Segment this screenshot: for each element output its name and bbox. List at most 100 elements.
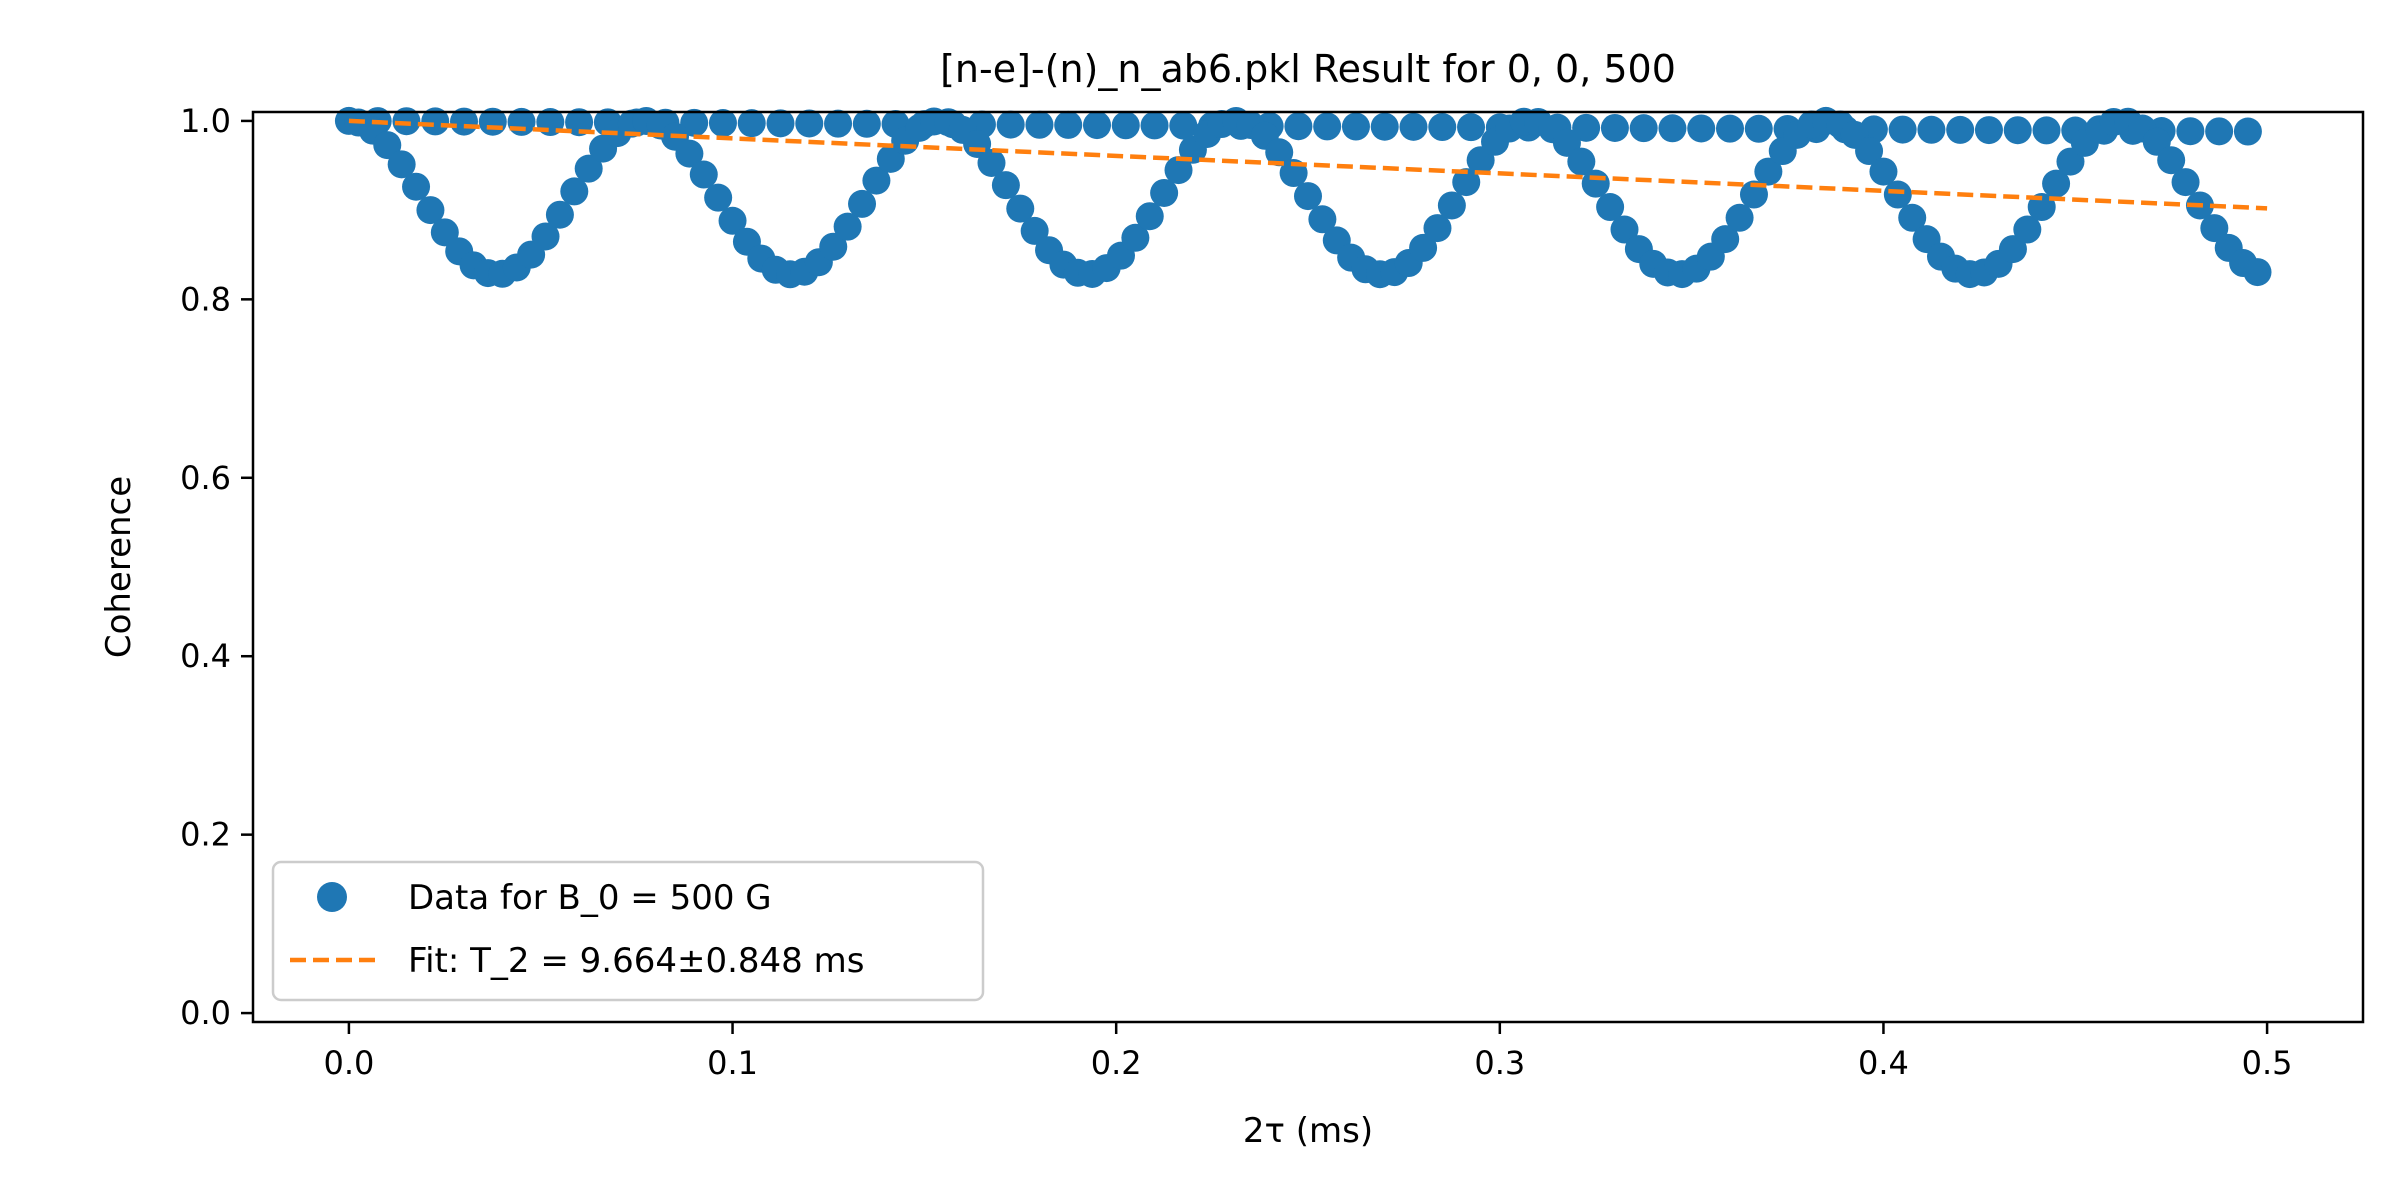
y-tick-label: 0.6 xyxy=(180,459,231,497)
data-point xyxy=(1150,178,1179,207)
data-point xyxy=(1596,193,1625,222)
data-point xyxy=(421,107,450,136)
x-tick-label: 0.5 xyxy=(2242,1044,2293,1082)
data-point xyxy=(1744,114,1773,143)
data-point xyxy=(675,139,704,168)
data-point xyxy=(387,150,416,179)
data-point xyxy=(1457,113,1486,142)
data-point xyxy=(1437,191,1466,220)
data-point xyxy=(824,109,853,138)
data-point xyxy=(392,107,421,136)
data-point xyxy=(1883,180,1912,209)
data-point xyxy=(2003,116,2032,145)
data-point xyxy=(1164,156,1193,185)
data-point xyxy=(1423,214,1452,243)
data-point xyxy=(852,109,881,138)
data-point xyxy=(1308,205,1337,234)
x-tick-label: 0.1 xyxy=(707,1044,758,1082)
legend-box xyxy=(271,860,985,1002)
data-point xyxy=(1869,157,1898,186)
y-axis-label: Coherence xyxy=(99,476,139,658)
y-tick-label: 0.8 xyxy=(180,280,231,318)
data-point xyxy=(1409,233,1438,262)
data-point xyxy=(545,200,574,229)
data-point xyxy=(1169,111,1198,140)
data-point xyxy=(819,232,848,261)
data-point xyxy=(1111,111,1140,140)
data-point xyxy=(708,109,737,138)
data-point xyxy=(1054,110,1083,139)
data-point xyxy=(1370,112,1399,141)
data-point xyxy=(1898,203,1927,232)
data-point xyxy=(2205,117,2234,146)
chart-title: [n-e]-(n)_n_ab6.pkl Result for 0, 0, 500 xyxy=(940,47,1676,91)
plot-area xyxy=(334,106,2272,289)
data-point xyxy=(1974,116,2003,145)
data-point xyxy=(1572,113,1601,142)
data-point xyxy=(2243,258,2272,287)
data-point xyxy=(1567,147,1596,176)
data-point xyxy=(795,109,824,138)
data-point xyxy=(1399,112,1428,141)
data-point xyxy=(766,109,795,138)
data-point xyxy=(1998,235,2027,264)
data-point xyxy=(1121,223,1150,252)
data-point xyxy=(704,183,733,212)
data-point xyxy=(1917,115,1946,144)
data-point xyxy=(848,189,877,218)
data-point xyxy=(373,131,402,160)
data-point xyxy=(977,148,1006,177)
data-point xyxy=(996,110,1025,139)
data-point xyxy=(1284,112,1313,141)
x-tick-label: 0.3 xyxy=(1474,1044,1525,1082)
y-axis: 0.0 0.2 0.4 0.6 0.8 1.0 xyxy=(180,102,253,1032)
data-point xyxy=(1006,194,1035,223)
data-point xyxy=(531,222,560,251)
data-point xyxy=(1265,138,1294,167)
data-point xyxy=(574,154,603,183)
data-point xyxy=(1658,114,1687,143)
data-point xyxy=(430,218,459,247)
data-point xyxy=(1725,203,1754,232)
fit-line xyxy=(348,118,2268,211)
data-point xyxy=(1629,114,1658,143)
data-point xyxy=(737,109,766,138)
y-tick-label: 1.0 xyxy=(180,102,231,140)
data-point xyxy=(402,172,431,201)
data-point xyxy=(1754,157,1783,186)
data-point xyxy=(1855,137,1884,166)
data-point xyxy=(1581,169,1610,198)
data-point xyxy=(560,177,589,206)
data-point xyxy=(565,108,594,137)
data-point xyxy=(862,166,891,195)
y-tick-label: 0.2 xyxy=(180,816,231,854)
data-point xyxy=(1716,114,1744,143)
data-point xyxy=(1341,112,1370,141)
x-tick-label: 0.0 xyxy=(323,1044,374,1082)
data-point xyxy=(2176,117,2205,146)
x-tick-label: 0.4 xyxy=(1858,1044,1909,1082)
data-point xyxy=(1888,115,1917,144)
legend: Data for B_0 = 500 G Fit: T_2 = 9.664±0.… xyxy=(271,860,985,1002)
legend-label-fit: Fit: T_2 = 9.664±0.848 ms xyxy=(408,941,864,981)
data-point xyxy=(1140,111,1169,140)
legend-label-data: Data for B_0 = 500 G xyxy=(408,878,772,918)
data-point xyxy=(2027,193,2056,222)
data-point xyxy=(1294,182,1322,211)
data-point xyxy=(1428,113,1457,142)
data-point xyxy=(991,171,1020,200)
data-point xyxy=(1600,113,1629,142)
data-point xyxy=(2171,168,2200,197)
data-point xyxy=(1313,112,1342,141)
x-axis-label: 2τ (ms) xyxy=(1243,1111,1373,1151)
y-tick-label: 0.0 xyxy=(180,994,231,1032)
data-point xyxy=(1083,111,1111,140)
data-point xyxy=(833,212,862,241)
data-point xyxy=(2200,214,2229,243)
data-point xyxy=(2032,116,2061,145)
data-point xyxy=(1135,202,1164,231)
data-point xyxy=(2013,215,2042,244)
data-point xyxy=(1711,225,1740,254)
y-tick-label: 0.4 xyxy=(180,637,231,675)
